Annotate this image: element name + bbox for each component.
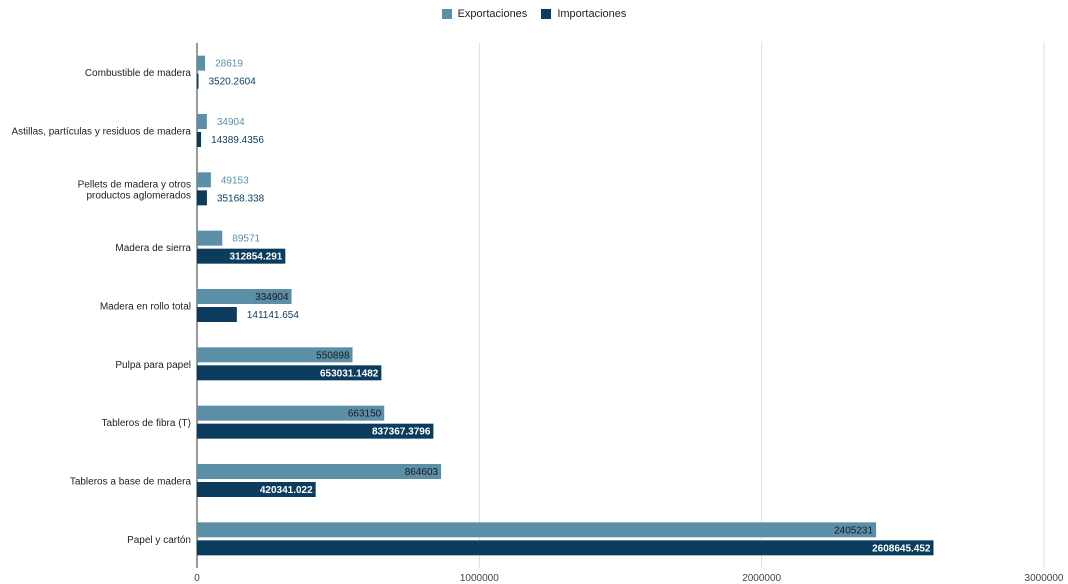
data-label: 2405231 xyxy=(834,525,873,536)
x-tick-label: 3000000 xyxy=(1025,573,1064,584)
data-label: 550898 xyxy=(316,350,350,361)
category-label: Papel y cartón xyxy=(127,535,191,546)
data-label: 49153 xyxy=(221,175,249,186)
data-label: 89571 xyxy=(232,234,260,245)
bar-exportaciones xyxy=(197,289,292,304)
data-label: 3520.2604 xyxy=(209,77,257,88)
legend-label-exportaciones: Exportaciones xyxy=(457,8,528,20)
bar-importaciones xyxy=(197,190,207,206)
bar-exportaciones xyxy=(197,347,353,363)
data-label-bg xyxy=(361,425,432,438)
legend-label-importaciones: Importaciones xyxy=(557,8,627,20)
data-label: 2608645.452 xyxy=(872,543,931,554)
data-label: 141141.654 xyxy=(247,310,300,321)
x-tick-label: 0 xyxy=(194,573,200,584)
category-label: Tableros a base de madera xyxy=(70,477,192,488)
data-label: 653031.1482 xyxy=(320,368,379,379)
bar-exportaciones xyxy=(197,230,223,246)
bar-exportaciones xyxy=(197,114,207,129)
data-label: 864603 xyxy=(405,467,439,478)
category-label: Madera de sierra xyxy=(115,243,191,254)
data-label-bg xyxy=(309,366,380,379)
x-tick-label: 1000000 xyxy=(460,573,499,584)
x-tick-label: 2000000 xyxy=(742,573,781,584)
data-label: 34904 xyxy=(217,117,245,128)
category-label: Pulpa para papel xyxy=(115,360,191,371)
data-label: 28619 xyxy=(215,59,243,70)
category-label: productos aglomerados xyxy=(86,190,191,201)
legend-item-importaciones[interactable]: Importaciones xyxy=(541,8,626,20)
category-label: Combustible de madera xyxy=(85,68,192,79)
bar-exportaciones xyxy=(197,464,442,479)
data-label: 837367.3796 xyxy=(372,427,431,438)
category-label: Astillas, partículas y residuos de mader… xyxy=(11,127,191,138)
data-label-bg xyxy=(249,483,314,496)
legend-swatch-exportaciones xyxy=(441,9,452,19)
bar-importaciones xyxy=(197,73,199,89)
data-label: 312854.291 xyxy=(229,252,282,263)
bar-importaciones xyxy=(197,132,202,147)
bar-importaciones xyxy=(197,540,934,556)
bar-exportaciones xyxy=(197,405,385,421)
data-label: 14389.4356 xyxy=(211,135,264,146)
legend-swatch-importaciones xyxy=(541,9,552,19)
category-label: Tableros de fibra (T) xyxy=(102,418,191,429)
data-label: 663150 xyxy=(348,409,382,420)
category-label: Madera en rollo total xyxy=(100,302,191,313)
category-label: Pellets de madera y otros xyxy=(78,179,191,190)
data-label-bg xyxy=(861,541,932,554)
bar-exportaciones xyxy=(197,172,211,188)
legend: Exportaciones Importaciones xyxy=(0,8,1068,20)
bar-importaciones xyxy=(197,307,237,322)
bar-exportaciones xyxy=(197,55,206,71)
data-label: 35168.338 xyxy=(217,193,265,204)
legend-item-exportaciones[interactable]: Exportaciones xyxy=(441,8,528,20)
data-label-bg xyxy=(219,250,284,263)
bar-exportaciones xyxy=(197,522,877,538)
data-label: 334904 xyxy=(255,292,289,303)
data-label: 420341.022 xyxy=(260,485,313,496)
